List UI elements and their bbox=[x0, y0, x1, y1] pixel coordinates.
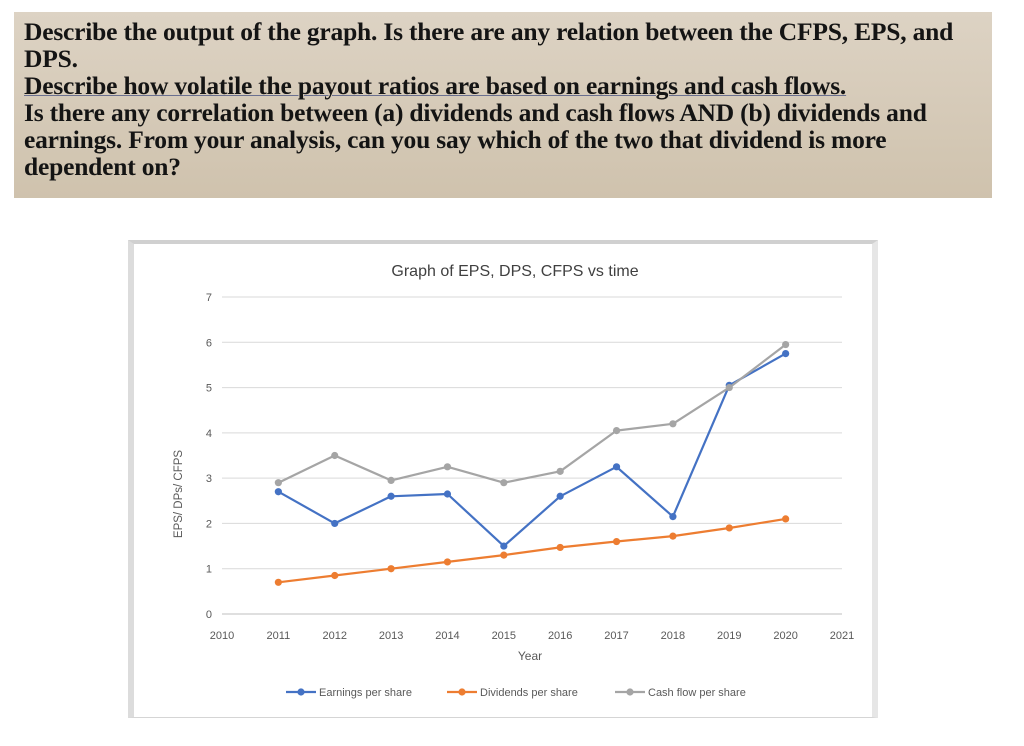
y-axis-label: EPS/ DPs/ CFPS bbox=[173, 450, 185, 539]
y-tick-3: 3 bbox=[206, 473, 212, 485]
x-tick-2014: 2014 bbox=[435, 630, 459, 642]
point-s2-2013 bbox=[387, 565, 395, 573]
x-tick-2017: 2017 bbox=[604, 630, 628, 642]
point-s2-2011 bbox=[274, 578, 282, 586]
point-s1-2017 bbox=[612, 463, 621, 471]
x-tick-2021: 2021 bbox=[830, 630, 854, 642]
legend-marker-2 bbox=[458, 688, 466, 696]
point-s2-2016 bbox=[556, 543, 564, 552]
point-s3-2015 bbox=[500, 479, 508, 487]
point-s3-2017 bbox=[612, 426, 621, 435]
point-s3-2016 bbox=[556, 467, 564, 475]
x-tick-2016: 2016 bbox=[548, 630, 572, 642]
x-tick-labels: 2010 2011 2012 2013 2014 2015 2016 2017 2018 2019… bbox=[210, 630, 854, 642]
question-line-2: Describe how volatile the payout ratios … bbox=[24, 71, 847, 100]
point-s1-2013 bbox=[387, 492, 395, 500]
x-tick-2020: 2020 bbox=[773, 630, 797, 642]
point-s1-2020 bbox=[782, 350, 790, 358]
y-tick-labels: 0 1 2 3 4 5 6 7 bbox=[206, 292, 212, 621]
point-s2-2017 bbox=[612, 537, 621, 546]
point-s3-2012 bbox=[331, 451, 339, 460]
x-tick-2010: 2010 bbox=[210, 630, 234, 642]
point-s1-2011 bbox=[274, 488, 282, 496]
point-s2-2020 bbox=[782, 515, 790, 523]
chart-panel: Graph of EPS, DPS, CFPS vs time 2010 2011… bbox=[128, 240, 878, 718]
x-tick-2015: 2015 bbox=[492, 630, 516, 642]
legend-marker-3 bbox=[626, 688, 634, 696]
y-tick-4: 4 bbox=[206, 428, 212, 440]
chart-title: Graph of EPS, DPS, CFPS vs time bbox=[391, 263, 638, 280]
point-s3-2019 bbox=[725, 383, 733, 392]
point-s1-2012 bbox=[331, 519, 339, 528]
x-tick-2018: 2018 bbox=[661, 630, 685, 642]
point-s2-2015 bbox=[500, 551, 508, 559]
question-photo: Describe the output of the graph. Is the… bbox=[14, 12, 992, 198]
point-s2-2014 bbox=[443, 558, 452, 566]
point-s1-2016 bbox=[556, 492, 564, 500]
x-tick-2019: 2019 bbox=[717, 630, 741, 642]
point-s2-2018 bbox=[669, 532, 677, 540]
y-tick-2: 2 bbox=[206, 518, 212, 530]
x-tick-2013: 2013 bbox=[379, 630, 403, 642]
line-chart: Graph of EPS, DPS, CFPS vs time 2010 2011… bbox=[173, 263, 854, 699]
point-s1-2015 bbox=[500, 542, 508, 550]
question-line-3: Is there any correlation between (a) div… bbox=[24, 98, 927, 181]
x-axis-label: Year bbox=[518, 649, 542, 663]
series-line-2 bbox=[278, 517, 786, 584]
y-tick-6: 6 bbox=[206, 337, 212, 349]
point-s2-2012 bbox=[331, 571, 339, 580]
point-s3-2011 bbox=[274, 479, 282, 487]
y-tick-5: 5 bbox=[206, 383, 212, 395]
point-s1-2018 bbox=[669, 513, 677, 521]
legend: Earnings per share Dividends per share Cas… bbox=[286, 687, 746, 699]
point-s3-2018 bbox=[669, 420, 677, 428]
legend-label-1: Earnings per share bbox=[319, 687, 412, 699]
x-tick-2012: 2012 bbox=[322, 630, 346, 642]
x-tick-2011: 2011 bbox=[267, 630, 291, 642]
point-s1-2014 bbox=[443, 490, 452, 498]
point-s3-2014 bbox=[443, 463, 452, 471]
point-s3-2013 bbox=[387, 476, 395, 485]
y-tick-7: 7 bbox=[206, 292, 212, 304]
question-line-1: Describe the output of the graph. Is the… bbox=[24, 17, 954, 73]
legend-label-2: Dividends per share bbox=[480, 687, 578, 699]
legend-label-3: Cash flow per share bbox=[648, 687, 746, 699]
grid-lines bbox=[222, 296, 842, 615]
point-s2-2019 bbox=[725, 524, 733, 532]
series-line-3 bbox=[277, 343, 787, 484]
point-s3-2020 bbox=[782, 340, 790, 349]
series-group bbox=[274, 340, 790, 586]
y-tick-0: 0 bbox=[206, 609, 212, 621]
y-tick-1: 1 bbox=[206, 564, 212, 576]
legend-marker-1 bbox=[297, 688, 305, 696]
series-line-1 bbox=[277, 352, 787, 548]
